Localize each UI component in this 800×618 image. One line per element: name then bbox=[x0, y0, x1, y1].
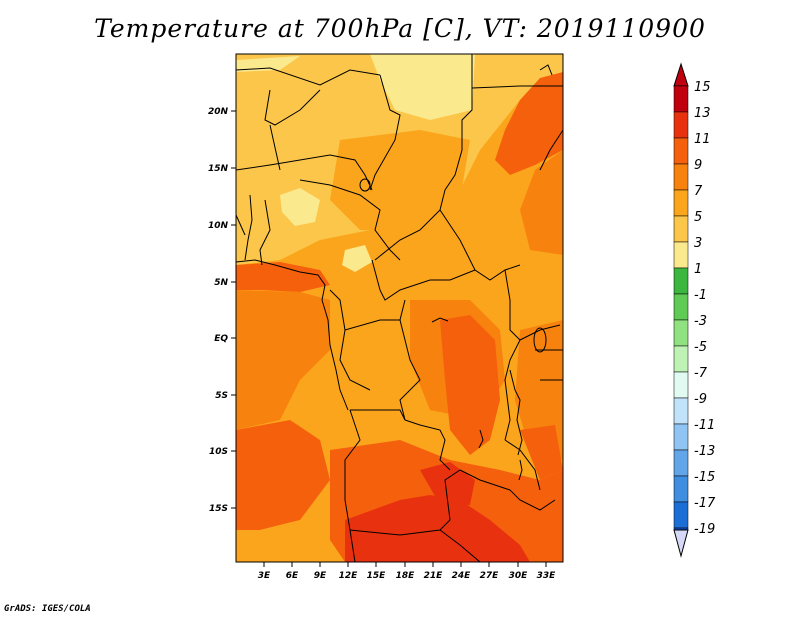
field-gulf-warm bbox=[236, 262, 330, 292]
field-ne-warm bbox=[495, 72, 563, 175]
lat-label: 5N bbox=[214, 278, 228, 288]
colorbar-seg bbox=[673, 85, 689, 113]
colorbar-label: -17 bbox=[694, 496, 716, 511]
lat-label: 15N bbox=[208, 164, 229, 174]
country-borders bbox=[236, 54, 563, 562]
lon-label: 9E bbox=[314, 571, 327, 581]
lon-label: 15E bbox=[367, 571, 387, 581]
lon-labels: 3E 6E 9E 12E 15E 18E 21E 24E 27E 30E 33E bbox=[258, 571, 556, 581]
colorbar-label: -15 bbox=[694, 470, 715, 485]
field-rift-warm bbox=[440, 315, 500, 455]
field-central-orange bbox=[330, 130, 470, 230]
colorbar: 15 13 11 9 7 5 3 1 -1 -3 -5 -7 -9 -11 -1… bbox=[673, 62, 716, 558]
colorbar-seg bbox=[673, 267, 689, 295]
field-east-t9 bbox=[515, 320, 563, 460]
lat-label: 15S bbox=[209, 504, 228, 514]
lat-label: EQ bbox=[214, 334, 228, 344]
colorbar-label: 11 bbox=[694, 132, 711, 147]
colorbar-label: -1 bbox=[694, 288, 707, 303]
grads-credit: GrADS: IGES/COLA bbox=[4, 604, 91, 614]
field-pale-patch bbox=[280, 188, 320, 226]
lon-label: 33E bbox=[537, 571, 557, 581]
lat-label: 5S bbox=[215, 391, 228, 401]
colorbar-labels: 15 13 11 9 7 5 3 1 -1 -3 -5 -7 -9 -11 -1… bbox=[694, 80, 716, 537]
field-east-t10 bbox=[520, 425, 563, 480]
colorbar-label: -5 bbox=[694, 340, 707, 355]
colorbar-seg bbox=[673, 397, 689, 425]
colorbar-seg bbox=[673, 137, 689, 165]
colorbar-label: -7 bbox=[694, 366, 708, 381]
coastline bbox=[236, 259, 349, 411]
lon-label: 27E bbox=[480, 571, 500, 581]
colorbar-seg bbox=[673, 345, 689, 373]
field-south-west-t10 bbox=[236, 420, 330, 530]
colorbar-label: -9 bbox=[694, 392, 707, 407]
field-south-t9 bbox=[236, 290, 330, 430]
colorbar-label: 1 bbox=[694, 262, 702, 277]
field-north-pale bbox=[370, 54, 475, 120]
colorbar-label: -3 bbox=[694, 314, 707, 329]
lat-label: 20N bbox=[208, 107, 229, 117]
lakes bbox=[359, 178, 547, 481]
colorbar-seg bbox=[673, 449, 689, 477]
colorbar-seg bbox=[673, 111, 689, 139]
lon-label: 18E bbox=[396, 571, 416, 581]
field-south-t11 bbox=[345, 495, 530, 562]
colorbar-seg bbox=[673, 241, 689, 269]
colorbar-label: 7 bbox=[694, 184, 703, 199]
lon-label: 12E bbox=[339, 571, 359, 581]
field-pale-patch-2 bbox=[342, 245, 372, 272]
colorbar-seg bbox=[673, 371, 689, 399]
colorbar-label: -19 bbox=[694, 522, 715, 537]
lon-label: 3E bbox=[258, 571, 271, 581]
colorbar-label: 3 bbox=[694, 236, 702, 251]
lat-label: 10N bbox=[208, 221, 229, 231]
field-ne-warm-2 bbox=[520, 150, 563, 255]
colorbar-seg bbox=[673, 423, 689, 451]
colorbar-bottom-arrow bbox=[673, 529, 689, 558]
colorbar-seg bbox=[673, 501, 689, 529]
colorbar-seg bbox=[673, 319, 689, 347]
field-north-pale-2 bbox=[236, 56, 300, 72]
map-title: Temperature at 700hPa [C], VT: 201911090… bbox=[94, 14, 706, 43]
lat-label: 10S bbox=[209, 447, 228, 457]
colorbar-seg bbox=[673, 215, 689, 243]
lon-ticks bbox=[263, 562, 547, 567]
field-southwest-t8 bbox=[236, 520, 345, 562]
colorbar-label: 15 bbox=[694, 80, 711, 95]
field-south-t11-b bbox=[420, 462, 475, 505]
lon-label: 24E bbox=[452, 571, 472, 581]
lon-label: 6E bbox=[286, 571, 299, 581]
colorbar-label: 5 bbox=[694, 210, 702, 225]
colorbar-seg bbox=[673, 163, 689, 191]
colorbar-label: 13 bbox=[694, 106, 711, 121]
temperature-field bbox=[236, 54, 563, 562]
colorbar-seg bbox=[673, 475, 689, 503]
lon-label: 21E bbox=[424, 571, 444, 581]
colorbar-seg bbox=[673, 189, 689, 217]
colorbar-label: 9 bbox=[694, 158, 702, 173]
map-frame bbox=[235, 53, 564, 563]
colorbar-top-arrow bbox=[673, 62, 689, 87]
lat-ticks bbox=[231, 110, 236, 509]
colorbar-label: -13 bbox=[694, 444, 715, 459]
colorbar-label: -11 bbox=[694, 418, 715, 433]
lon-label: 30E bbox=[509, 571, 529, 581]
lat-labels: 20N 15N 10N 5N EQ 5S 10S 15S bbox=[208, 107, 229, 514]
colorbar-seg bbox=[673, 293, 689, 321]
